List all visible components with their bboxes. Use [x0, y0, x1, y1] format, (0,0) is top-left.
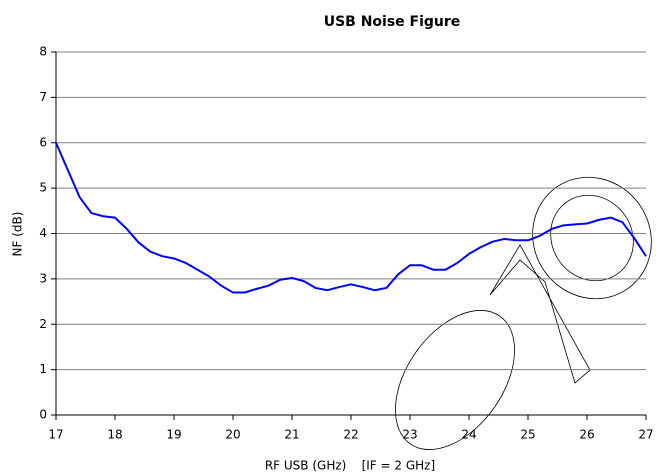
x-tick-label: 26 [579, 428, 594, 442]
y-tick-label: 7 [39, 90, 47, 104]
y-tick-label: 0 [39, 408, 47, 422]
x-tick-label: 27 [638, 428, 653, 442]
x-tick-label: 22 [343, 428, 358, 442]
x-tick-label: 18 [107, 428, 122, 442]
y-tick-label: 2 [39, 317, 47, 331]
y-tick-label: 4 [39, 226, 47, 240]
x-tick-label: 21 [284, 428, 299, 442]
y-tick-label: 6 [39, 135, 47, 149]
data-line [55, 142, 647, 294]
y-tick-label: 3 [39, 271, 47, 285]
chart-title: USB Noise Figure [324, 14, 461, 30]
watermark [395, 176, 652, 450]
watermark-o [532, 176, 652, 300]
x-tick-label: 24 [461, 428, 476, 442]
y-tick-label: 5 [39, 181, 47, 195]
x-tick-label: 17 [48, 428, 63, 442]
x-tick-label: 25 [520, 428, 535, 442]
x-axis-label: RF USB (GHz) [IF = 2 GHz] [265, 459, 435, 473]
y-tick-label: 1 [39, 362, 47, 376]
x-tick-label: 19 [166, 428, 181, 442]
x-tick-label: 20 [225, 428, 240, 442]
watermark-r [489, 244, 591, 384]
watermark-o-inner [550, 194, 634, 282]
watermark-p [395, 310, 515, 450]
y-axis-label: NF (dB) [11, 212, 25, 257]
x-tick-label: 23 [402, 428, 417, 442]
y-tick-label: 8 [39, 45, 47, 59]
